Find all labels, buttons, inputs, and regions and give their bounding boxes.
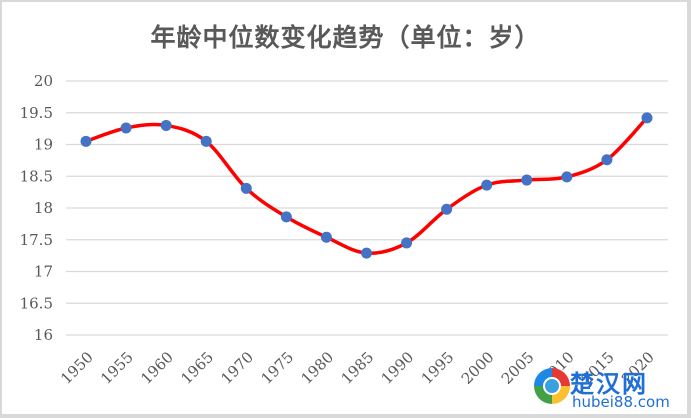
y-tick-label: 18.5 xyxy=(20,167,53,185)
watermark: 楚汉网 hubei88.com xyxy=(528,364,688,414)
y-tick-label: 17 xyxy=(34,263,53,281)
y-tick-label: 17.5 xyxy=(20,231,53,249)
data-point-marker xyxy=(240,182,252,194)
chart-title: 年龄中位数变化趋势（单位：岁） xyxy=(150,23,541,52)
series-line xyxy=(84,116,649,255)
y-tick-label: 20 xyxy=(34,72,53,90)
data-point-marker xyxy=(601,154,613,166)
data-point-marker xyxy=(561,171,573,183)
data-point-marker xyxy=(481,179,493,191)
data-point-marker xyxy=(320,231,332,243)
x-tick-label: 1965 xyxy=(177,348,217,388)
data-point-marker xyxy=(160,119,172,131)
x-tick-label: 1955 xyxy=(97,348,137,388)
watermark-cn: 楚汉网 xyxy=(570,370,648,398)
x-tick-label: 1990 xyxy=(378,348,418,388)
x-tick-label: 1970 xyxy=(217,348,257,388)
y-tick-label: 18 xyxy=(34,199,53,217)
y-tick-label: 16.5 xyxy=(20,294,53,312)
y-tick-label: 16 xyxy=(34,326,53,344)
x-tick-label: 1960 xyxy=(137,348,177,388)
y-tick-label: 19.5 xyxy=(20,104,53,122)
data-point-marker xyxy=(441,203,453,215)
data-point-marker xyxy=(641,112,653,124)
data-point-marker xyxy=(120,122,132,134)
watermark-en: hubei88.com xyxy=(572,393,670,411)
x-tick-label: 1985 xyxy=(338,348,378,388)
globe-logo-icon xyxy=(534,368,570,404)
data-point-marker xyxy=(401,237,413,249)
x-tick-label: 1950 xyxy=(57,348,97,388)
data-point-marker xyxy=(361,247,372,259)
data-point-marker xyxy=(280,211,292,223)
x-tick-label: 2000 xyxy=(458,348,498,388)
x-tick-label: 1980 xyxy=(298,348,338,388)
y-tick-label: 19 xyxy=(34,136,53,154)
x-tick-label: 1995 xyxy=(418,348,458,388)
data-point-marker xyxy=(521,174,533,186)
data-point-marker xyxy=(80,135,92,147)
data-point-marker xyxy=(200,135,212,147)
x-tick-label: 1975 xyxy=(257,348,297,388)
